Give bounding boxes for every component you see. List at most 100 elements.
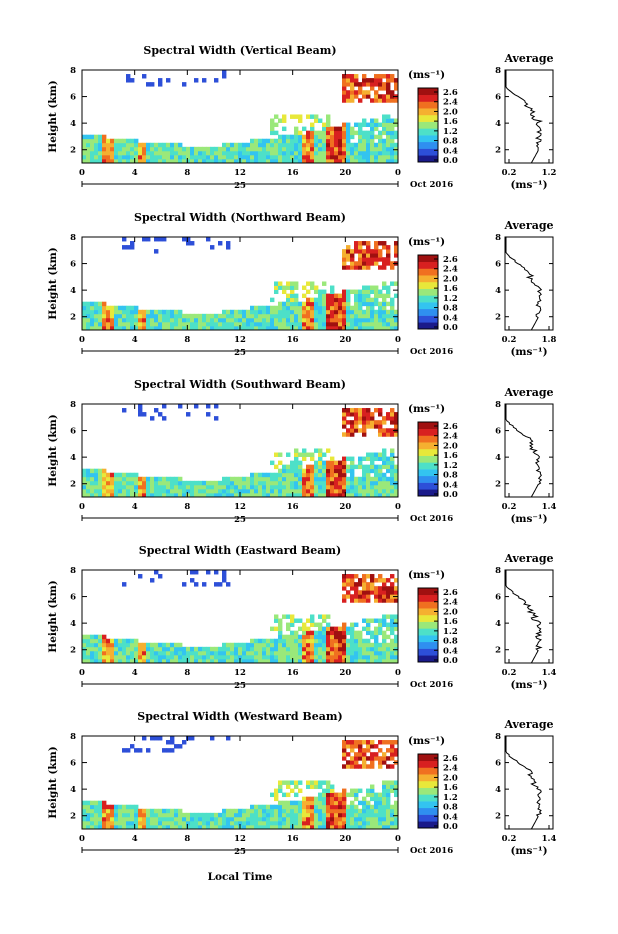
heatmap-cell [342, 630, 347, 636]
heatmap-cell [274, 650, 279, 656]
heatmap-cell [334, 142, 339, 148]
heatmap-cell [354, 297, 359, 303]
heatmap-cell [82, 317, 87, 323]
colorbar-tick-label: 2.4 [443, 432, 458, 442]
heatmap-cell [278, 317, 283, 323]
colorbar-tick-label: 0.8 [443, 803, 458, 813]
heatmap-cell [378, 289, 383, 295]
colorbar-segment [418, 774, 438, 782]
heatmap-cell [226, 158, 231, 164]
heatmap-cell [362, 317, 367, 323]
heatmap-cell [282, 464, 287, 470]
heatmap-cell [270, 154, 275, 160]
heatmap-cell [394, 622, 399, 628]
heatmap-cell [386, 134, 391, 140]
heatmap-cell [310, 804, 315, 810]
heatmap-cell [286, 325, 291, 331]
heatmap-cell [294, 654, 299, 660]
heatmap-cell [378, 154, 383, 160]
heatmap-cell [90, 804, 95, 810]
heatmap-cell [386, 98, 391, 103]
heatmap-cell [182, 820, 187, 826]
heatmap-cell [374, 257, 379, 262]
heatmap-cell [286, 321, 291, 327]
heatmap-cell [346, 740, 351, 745]
heatmap-cell [382, 114, 387, 119]
heatmap-cell [222, 150, 227, 156]
heatmap-cell [342, 634, 347, 640]
heatmap-cell [374, 154, 379, 160]
heatmap-cell [326, 808, 331, 814]
heatmap-cell [366, 122, 371, 128]
heatmap-cell [394, 480, 399, 486]
heatmap-cell [374, 824, 379, 830]
heatmap-cell [266, 146, 271, 152]
heatmap-cell [310, 285, 315, 290]
heatmap-cell [318, 321, 323, 327]
heatmap-cell [206, 646, 211, 652]
heatmap-cell [322, 122, 327, 128]
heatmap-cell [286, 464, 291, 470]
heatmap-cell [322, 614, 327, 619]
heatmap-cell [358, 658, 363, 664]
heatmap-cell [82, 816, 87, 822]
heatmap-cell [302, 634, 307, 640]
heatmap-cell [202, 650, 207, 656]
heatmap-cell [386, 590, 391, 595]
heatmap-cell [394, 249, 399, 254]
heatmap-cell [330, 788, 335, 794]
heatmap-cell [382, 622, 387, 628]
heatmap-cell [270, 824, 275, 830]
heatmap-cell [322, 492, 327, 498]
heatmap-cell [394, 130, 399, 136]
heatmap-cell [354, 824, 359, 830]
heatmap-cell [122, 480, 127, 486]
heatmap-cell [246, 142, 251, 148]
heatmap-cell [350, 464, 355, 470]
heatmap-cell [390, 816, 395, 822]
heatmap-cell [290, 468, 295, 474]
heatmap-cell [334, 321, 339, 327]
heatmap-cell [374, 253, 379, 258]
heatmap-cell [338, 325, 343, 331]
heatmap-cell [350, 480, 355, 486]
heatmap-cell [386, 756, 391, 761]
heatmap-cell [366, 130, 371, 136]
heatmap-cell [250, 305, 255, 311]
heatmap-cell [90, 154, 95, 160]
heatmap-cell [98, 638, 103, 644]
heatmap-cell [206, 816, 211, 822]
heatmap-cell [386, 325, 391, 331]
heatmap-cell [322, 476, 327, 482]
heatmap-cell [258, 154, 263, 160]
heatmap-cell [150, 642, 155, 648]
heatmap-cell [262, 321, 267, 327]
colorbar-tick-label: 2.0 [443, 441, 458, 451]
heatmap-cell [270, 654, 275, 660]
heatmap-cell [98, 309, 103, 315]
heatmap-cell [118, 309, 123, 315]
heatmap-cell [126, 646, 131, 652]
heatmap-cell [314, 622, 319, 628]
heatmap-cell [394, 578, 399, 583]
heatmap-cell [386, 158, 391, 164]
heatmap-cell [150, 142, 155, 148]
heatmap-cell [242, 476, 247, 482]
heatmap-cell [166, 158, 171, 164]
heatmap-cell [114, 820, 119, 826]
heatmap-cell [142, 74, 147, 79]
heatmap-cell [346, 642, 351, 648]
heatmap-cell [394, 598, 399, 603]
heatmap-cell [294, 325, 299, 331]
heatmap-cell [278, 142, 283, 148]
heatmap-cell [326, 820, 331, 826]
colorbar-unit: (ms⁻¹) [408, 569, 445, 581]
heatmap-cell [98, 134, 103, 140]
heatmap-cell [134, 309, 139, 315]
heatmap-cell [190, 570, 195, 575]
date-label: Oct 2016 [410, 846, 453, 856]
heatmap-cell [374, 598, 379, 603]
heatmap-cell [270, 309, 275, 315]
heatmap-cell [274, 792, 279, 798]
heatmap-cell [358, 289, 363, 295]
